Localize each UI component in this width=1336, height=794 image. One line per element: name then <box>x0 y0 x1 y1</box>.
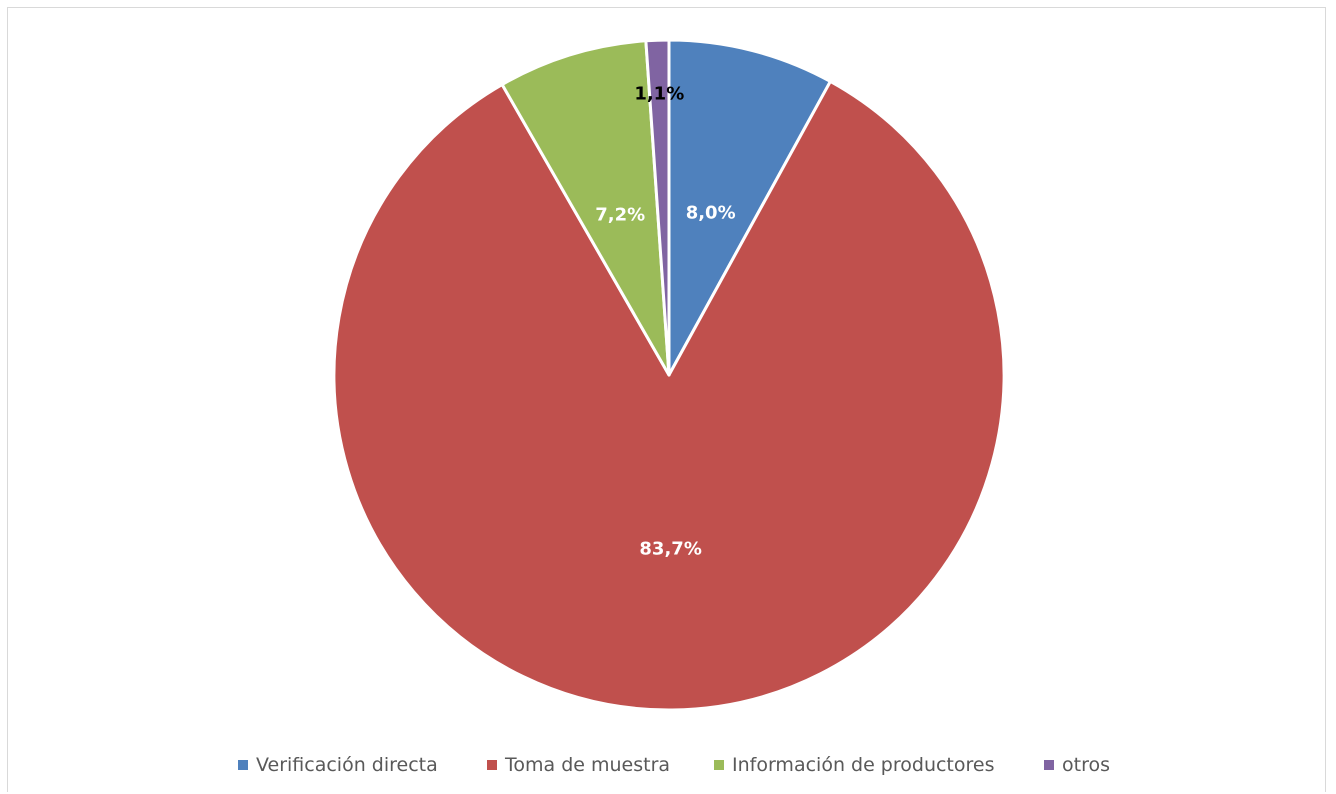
data-label-informacion-de-productores: 7,2% <box>595 204 645 225</box>
legend-item-verificacion-directa: Verificación directa <box>238 754 438 776</box>
legend-label-toma-de-muestra: Toma de muestra <box>504 754 670 776</box>
data-labels: 8,0% 83,7% 7,2% 1,1% <box>595 83 735 559</box>
data-label-otros: 1,1% <box>634 83 684 104</box>
pie-slice-toma-de-muestra <box>332 79 1006 712</box>
legend-swatch-otros <box>1044 760 1054 770</box>
legend-swatch-toma-de-muestra <box>487 760 497 770</box>
pie-slice-otros <box>644 38 671 377</box>
pie-slices <box>332 38 1006 712</box>
legend-item-informacion-de-productores: Información de productores <box>714 754 995 776</box>
data-label-toma-de-muestra: 83,7% <box>639 539 701 560</box>
data-label-verificacion-directa: 8,0% <box>686 202 736 223</box>
legend-swatch-verificacion-directa <box>238 760 248 770</box>
legend-label-informacion-de-productores: Información de productores <box>732 754 995 776</box>
pie-slice-informacion-de-productores <box>500 39 671 377</box>
legend-label-otros: otros <box>1062 754 1110 776</box>
legend-label-verificacion-directa: Verificación directa <box>256 754 438 776</box>
legend: Verificación directa Toma de muestra Infor… <box>238 754 1110 776</box>
pie-slice-verificacion-directa <box>667 38 832 377</box>
legend-item-otros: otros <box>1044 754 1110 776</box>
legend-swatch-informacion-de-productores <box>714 760 724 770</box>
legend-item-toma-de-muestra: Toma de muestra <box>487 754 670 776</box>
